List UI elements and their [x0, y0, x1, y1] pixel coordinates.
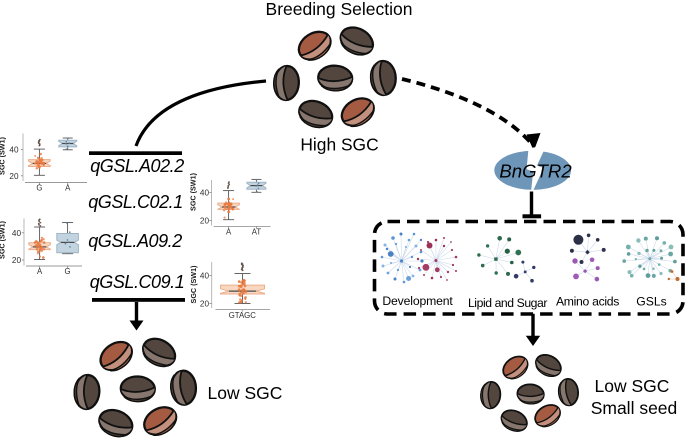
- svg-text:40: 40: [200, 189, 210, 198]
- svg-text:High SGC: High SGC: [300, 134, 378, 154]
- svg-text:G: G: [65, 267, 71, 276]
- svg-text:qGSL.C02.1: qGSL.C02.1: [88, 192, 183, 212]
- svg-text:Amino acids: Amino acids: [556, 295, 619, 309]
- svg-text:A: A: [65, 184, 71, 193]
- svg-text:Low SGC: Low SGC: [595, 376, 670, 396]
- svg-text:Development: Development: [382, 294, 453, 308]
- svg-text:qGSL.A09.2: qGSL.A09.2: [88, 231, 182, 251]
- svg-text:Lipid and Sugar: Lipid and Sugar: [468, 296, 547, 310]
- svg-text:GSLs: GSLs: [636, 295, 666, 309]
- svg-text:AT: AT: [252, 228, 262, 237]
- svg-text:40: 40: [9, 146, 19, 155]
- svg-text:BnGTR2: BnGTR2: [499, 161, 572, 182]
- svg-text:SGC (SW1): SGC (SW1): [189, 265, 198, 304]
- svg-text:SGC (SW1): SGC (SW1): [0, 220, 7, 259]
- svg-text:Small seed: Small seed: [591, 398, 678, 418]
- svg-text:40: 40: [200, 272, 210, 281]
- svg-text:20: 20: [200, 300, 210, 309]
- svg-text:SGC (SW1): SGC (SW1): [189, 172, 198, 211]
- svg-text:qGSL.A02.2: qGSL.A02.2: [90, 156, 184, 176]
- svg-text:qGSL.C09.1: qGSL.C09.1: [90, 272, 185, 292]
- svg-text:20: 20: [12, 256, 22, 265]
- svg-text:A: A: [37, 267, 43, 276]
- svg-text:SGC (SW1): SGC (SW1): [0, 136, 7, 175]
- svg-text:GTAGC: GTAGC: [229, 311, 257, 320]
- svg-text:G: G: [36, 184, 42, 193]
- svg-text:Low SGC: Low SGC: [208, 383, 283, 403]
- svg-text:20: 20: [200, 216, 210, 225]
- svg-text:A: A: [226, 228, 232, 237]
- svg-text:Breeding Selection: Breeding Selection: [266, 0, 413, 19]
- svg-text:20: 20: [9, 172, 19, 181]
- svg-text:40: 40: [12, 229, 22, 238]
